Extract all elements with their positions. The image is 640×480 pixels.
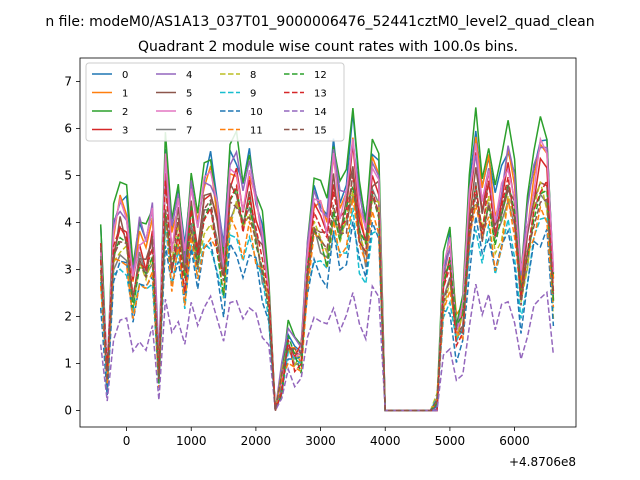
x-tick-label: 6000 [499, 434, 530, 448]
legend-label: 14 [314, 107, 327, 118]
y-tick-label: 5 [64, 169, 72, 183]
y-axis: 0 1 2 3 4 5 6 7 [64, 75, 80, 418]
x-tick-label: 1000 [176, 434, 207, 448]
y-tick-label: 6 [64, 122, 72, 136]
legend-label: 11 [250, 126, 263, 137]
series-line-15 [99, 171, 555, 412]
series-line-4 [99, 142, 555, 412]
legend-label: 10 [250, 107, 263, 118]
legend-label: 15 [314, 126, 327, 137]
y-tick-label: 1 [64, 357, 72, 371]
legend-label: 8 [250, 70, 256, 81]
y-tick-label: 2 [64, 310, 72, 324]
legend-label: 4 [186, 70, 192, 81]
series-line-10 [99, 216, 555, 412]
x-tick-label: 0 [123, 434, 131, 448]
plot-lines [99, 107, 555, 414]
chart-suptitle: n file: modeM0/AS1A13_037T01_9000006476_… [45, 14, 594, 30]
chart-title: Quadrant 2 module wise count rates with … [138, 39, 518, 55]
series-line-14 [99, 283, 555, 414]
series-line-2 [99, 107, 555, 412]
y-tick-label: 3 [64, 263, 72, 277]
legend-label: 1 [122, 89, 128, 100]
series-line-11 [99, 197, 555, 412]
legend-label: 5 [186, 89, 192, 100]
x-tick-label: 5000 [435, 434, 466, 448]
x-tick-label: 4000 [370, 434, 401, 448]
legend-label: 3 [122, 126, 128, 137]
legend-label: 6 [186, 107, 192, 118]
legend-label: 2 [122, 107, 128, 118]
legend-label: 12 [314, 70, 327, 81]
series-line-13 [99, 173, 555, 412]
legend-label: 13 [314, 89, 327, 100]
legend-box [85, 62, 345, 142]
x-tick-label: 3000 [305, 434, 336, 448]
y-tick-label: 7 [64, 75, 72, 89]
legend-label: 0 [122, 70, 128, 81]
legend-label: 7 [186, 126, 192, 137]
y-tick-label: 0 [64, 404, 72, 418]
y-tick-label: 4 [64, 216, 72, 230]
x-offset-label: +4.8706e8 [509, 455, 576, 469]
x-axis: 0 1000 2000 3000 4000 5000 6000 [123, 427, 530, 448]
x-tick-label: 2000 [241, 434, 272, 448]
axes-frame [79, 57, 577, 428]
legend-label: 9 [250, 89, 256, 100]
